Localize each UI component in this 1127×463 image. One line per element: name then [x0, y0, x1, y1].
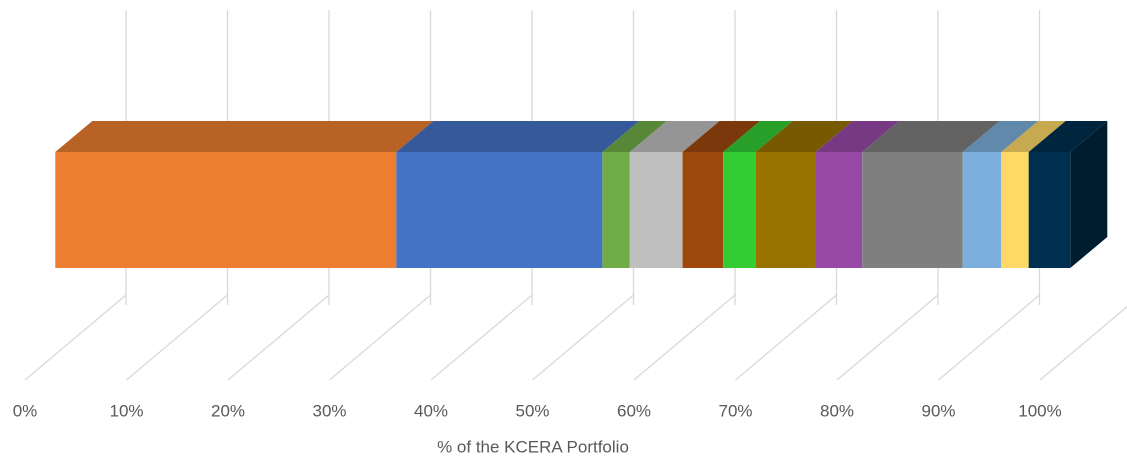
- bar: [629, 152, 683, 268]
- bar: [815, 152, 863, 268]
- bar: [1028, 152, 1071, 268]
- x-tick-label: 0%: [13, 401, 38, 420]
- bar: [1001, 152, 1029, 268]
- bar-side: [1070, 121, 1108, 268]
- bar: [723, 152, 756, 268]
- bar-top: [629, 121, 720, 152]
- floor-grid-line: [532, 294, 634, 381]
- floor-grid-line: [227, 294, 330, 381]
- bar: [55, 152, 397, 268]
- floor-grid-line: [430, 294, 533, 381]
- x-tick-label: 70%: [718, 401, 752, 420]
- bar: [396, 152, 603, 268]
- bar-top: [55, 121, 434, 152]
- x-axis-label: % of the KCERA Portfolio: [437, 437, 629, 456]
- floor-grid-line: [633, 294, 736, 381]
- x-tick-label: 80%: [820, 401, 854, 420]
- floor-grid-line: [329, 294, 431, 381]
- bar-top: [602, 121, 667, 152]
- bar: [602, 152, 630, 268]
- floor-grid-line: [836, 294, 939, 381]
- bar-top: [862, 121, 1000, 152]
- bar: [755, 152, 816, 268]
- x-tick-label: 40%: [414, 401, 448, 420]
- bar-top: [1028, 121, 1108, 152]
- floor-grid-line: [24, 294, 127, 381]
- x-tick-label: 10%: [109, 401, 143, 420]
- floor-grid-line: [938, 294, 1040, 381]
- bar-top: [682, 121, 761, 152]
- bar: [962, 152, 1002, 268]
- bar: [682, 152, 724, 268]
- bar-top: [1001, 121, 1066, 152]
- x-tick-label: 100%: [1018, 401, 1061, 420]
- bar: [862, 152, 963, 268]
- floor-grid-line: [126, 294, 228, 381]
- x-tick-label: 60%: [617, 401, 651, 420]
- floor-grid-line: [735, 294, 837, 381]
- floor-grid-line: [1039, 305, 1127, 381]
- bar-top: [962, 121, 1039, 152]
- bar-top: [755, 121, 853, 152]
- bar-top: [723, 121, 793, 152]
- x-tick-label: 90%: [921, 401, 955, 420]
- x-tick-label: 50%: [515, 401, 549, 420]
- x-tick-label: 30%: [312, 401, 346, 420]
- bar-top: [815, 121, 900, 152]
- x-tick-label: 20%: [211, 401, 245, 420]
- bar-top: [396, 121, 640, 152]
